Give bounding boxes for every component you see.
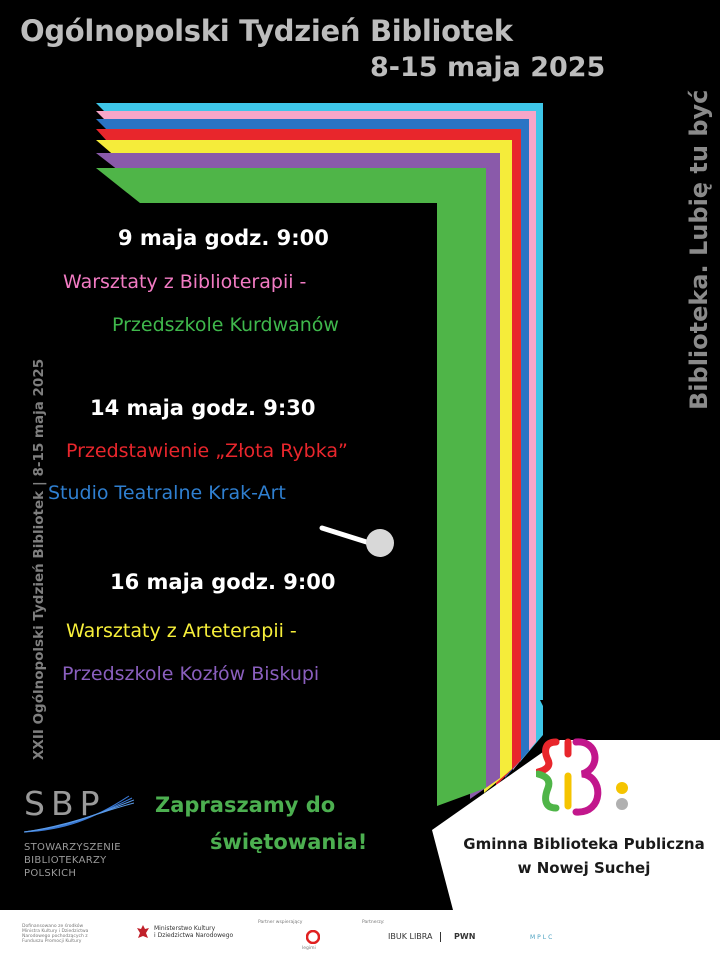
bookmark-circle (366, 529, 394, 557)
library-logo-icon (536, 738, 628, 816)
side-edition-text: XXII Ogólnopolski Tydzień Bibliotek | 8-… (31, 358, 47, 760)
event-3-title: Warsztaty z Arteterapii - (66, 620, 297, 642)
partners-label: Partnerzy: (362, 920, 385, 925)
ministry-logo: Ministerstwo Kultury i Dziedzictwa Narod… (154, 925, 233, 939)
white-corner-shape (432, 700, 720, 910)
library-name-line-1: Gminna Biblioteka Publiczna (463, 835, 705, 853)
library-name-line-2: w Nowej Suchej (517, 859, 651, 877)
library-name: Gminna Biblioteka Publiczna w Nowej Such… (448, 832, 720, 880)
sbp-logo-letters: SBP (24, 784, 106, 823)
legimi-logo-icon (306, 930, 320, 944)
invite-line-1: Zapraszamy do (155, 793, 336, 817)
slogan: Biblioteka. Lubię tu być (685, 89, 713, 410)
ibuk-logo: IBUK LIBRA (388, 932, 433, 941)
sbp-swoosh-icon (24, 795, 134, 833)
event-2-date: 14 maja godz. 9:30 (90, 396, 316, 420)
event-3-place: Przedszkole Kozłów Biskupi (62, 663, 320, 685)
ministry-line-1: Ministerstwo Kultury (154, 925, 216, 932)
event-1-title: Warsztaty z Biblioterapii - (63, 271, 307, 293)
event-2-place: Studio Teatralne Krak-Art (48, 482, 286, 504)
sbp-name-3: POLSKICH (24, 868, 77, 879)
footer-funding-note: Dofinansowano ze środków Ministra Kultur… (22, 924, 89, 944)
event-dates: 8-15 maja 2025 (370, 52, 606, 83)
event-1-date: 9 maja godz. 9:00 (118, 226, 329, 250)
sbp-name-block: STOWARZYSZENIE BIBLIOTEKARZY POLSKICH (24, 841, 121, 880)
partner-label: Partner wspierający (258, 920, 303, 925)
footer-divider (440, 932, 441, 942)
page-title: Ogólnopolski Tydzień Bibliotek (20, 14, 513, 48)
invite-line-2: świętowania! (210, 830, 368, 854)
stripe-green (96, 168, 486, 806)
event-1-place: Przedszkole Kurdwanów (112, 314, 339, 336)
ministry-line-2: i Dziedzictwa Narodowego (154, 932, 234, 939)
sbp-logo: SBP STOWARZYSZENIE BIBLIOTEKARZY POLSKIC… (24, 784, 134, 880)
legimi-label: legimi (302, 946, 316, 951)
mplc-logo: MPLC (530, 934, 555, 941)
event-3-date: 16 maja godz. 9:00 (110, 570, 336, 594)
sbp-name-2: BIBLIOTEKARZY (24, 855, 107, 866)
event-2-title: Przedstawienie „Złota Rybka” (66, 440, 348, 462)
footer-partners: Dofinansowano ze środków Ministra Kultur… (0, 910, 720, 960)
eagle-emblem-icon (137, 925, 149, 938)
pwn-logo: PWN (454, 932, 476, 941)
sbp-name-1: STOWARZYSZENIE (24, 842, 121, 853)
